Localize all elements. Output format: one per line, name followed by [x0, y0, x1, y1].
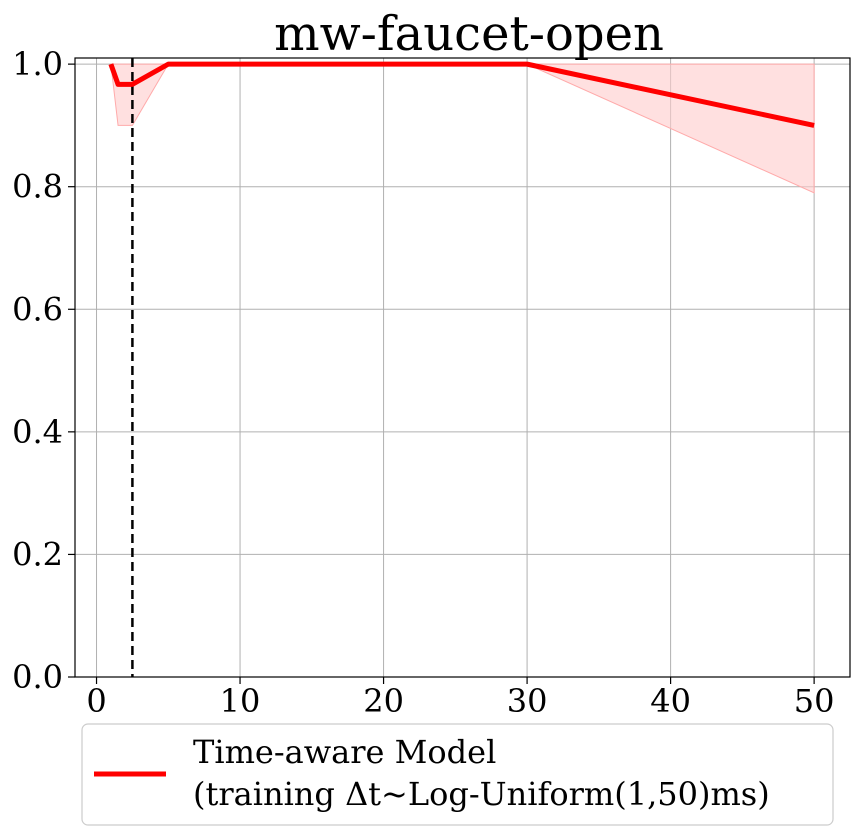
plot-frame: [74, 57, 851, 678]
series-line: [108, 61, 815, 128]
series-band: [110, 63, 815, 194]
x-tick-label: 10: [220, 682, 261, 720]
confidence-band: [110, 63, 815, 194]
legend: Time-aware Model (training Δt~Log-Unifor…: [81, 723, 834, 826]
axis-tick-labels: 0 10 20 30 40 50 0.0 0.2 0.4 0.6 0.8 1.0: [12, 45, 834, 720]
y-tick-label: 0.2: [12, 535, 63, 573]
y-tick-label: 1.0: [12, 45, 63, 83]
legend-label-line2: (training Δt~Log-Uniform(1,50)ms): [193, 775, 770, 813]
legend-label-line1: Time-aware Model: [193, 733, 496, 771]
x-tick-label: 50: [794, 682, 835, 720]
y-tick-label: 0.8: [12, 168, 63, 206]
axis-ticks: [68, 63, 815, 684]
legend-box: [81, 723, 834, 826]
x-tick-label: 40: [650, 682, 691, 720]
x-tick-label: 30: [507, 682, 548, 720]
x-tick-label: 20: [363, 682, 404, 720]
y-tick-label: 0.6: [12, 290, 63, 328]
chart-title: mw-faucet-open: [274, 6, 664, 62]
series-lines: [108, 61, 815, 128]
y-tick-label: 0.4: [12, 413, 63, 451]
x-tick-label: 0: [86, 682, 106, 720]
y-tick-label: 0.0: [12, 658, 63, 696]
